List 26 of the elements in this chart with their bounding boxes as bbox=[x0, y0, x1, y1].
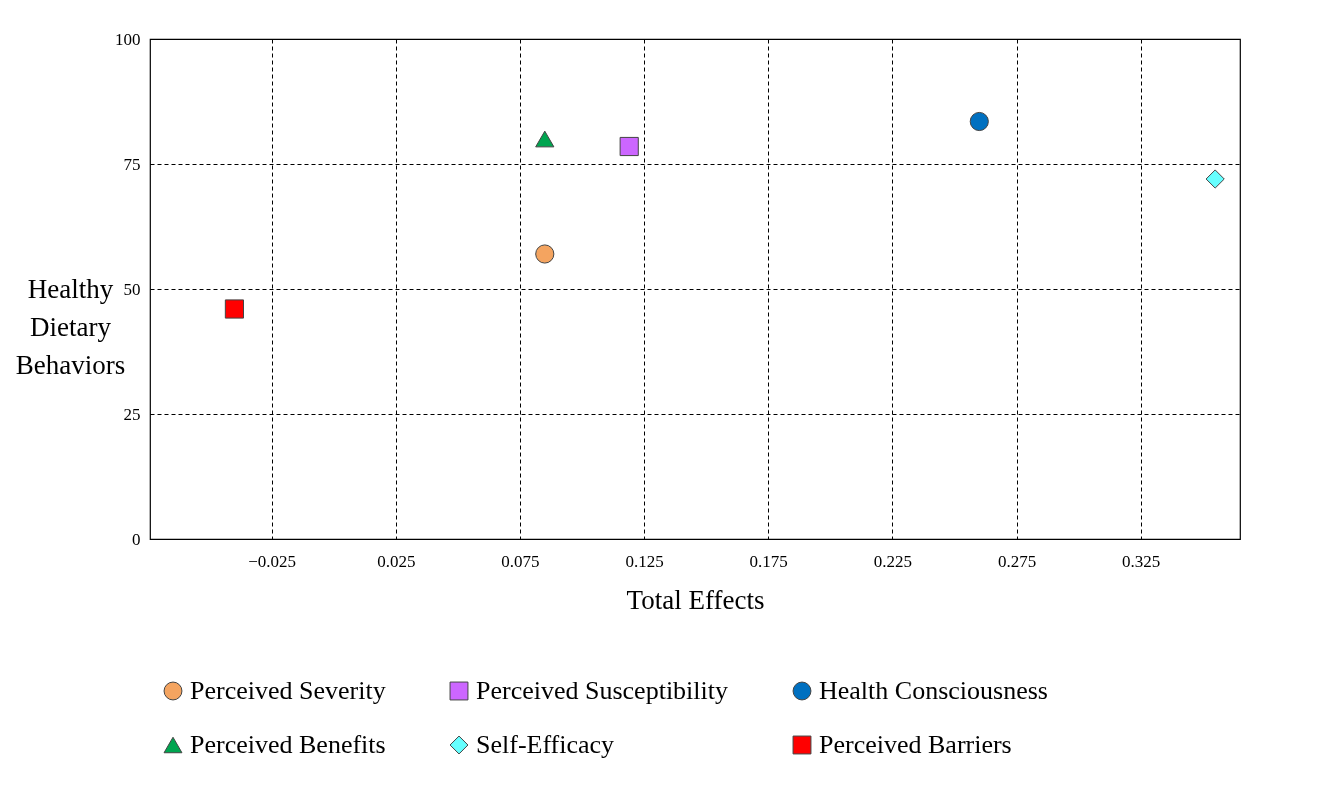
legend-label: Health Consciousness bbox=[819, 676, 1048, 705]
y-tick-label: 100 bbox=[115, 29, 141, 49]
point bbox=[535, 130, 555, 148]
y-tick-label: 75 bbox=[123, 154, 141, 174]
point bbox=[969, 111, 989, 132]
x-tick-label: 0.175 bbox=[749, 551, 788, 571]
x-tick-label: 0.125 bbox=[625, 551, 664, 571]
x-tick-label: −0.025 bbox=[248, 551, 297, 571]
x-axis-title: Total Effects bbox=[626, 584, 765, 615]
legend-label: Self-Efficacy bbox=[476, 730, 615, 759]
legend-label: Perceived Benefits bbox=[190, 730, 386, 759]
point bbox=[224, 299, 244, 319]
x-tick-label: 0.075 bbox=[501, 551, 540, 571]
legend-label: Perceived Susceptibility bbox=[476, 676, 729, 705]
legend-label: Perceived Barriers bbox=[819, 730, 1012, 759]
y-tick-label: 25 bbox=[123, 404, 141, 424]
y-tick-label: 0 bbox=[132, 529, 141, 549]
point bbox=[619, 136, 639, 157]
legend-label: Perceived Severity bbox=[190, 676, 386, 705]
x-tick-label: 0.325 bbox=[1122, 551, 1161, 571]
x-tick-label: 0.275 bbox=[997, 551, 1037, 571]
point bbox=[535, 244, 555, 264]
point bbox=[1205, 169, 1225, 189]
x-tick-label: 0.225 bbox=[873, 551, 913, 571]
y-tick-label: 50 bbox=[123, 279, 141, 299]
x-tick-label: 0.025 bbox=[377, 551, 416, 571]
